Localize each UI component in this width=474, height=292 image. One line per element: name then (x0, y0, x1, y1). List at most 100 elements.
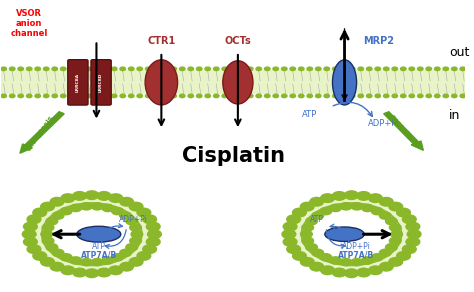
Circle shape (392, 94, 398, 98)
FancyArrow shape (383, 112, 423, 150)
Circle shape (130, 224, 141, 231)
Circle shape (24, 237, 37, 246)
Circle shape (70, 204, 82, 212)
Circle shape (351, 203, 363, 210)
Circle shape (188, 67, 193, 71)
Circle shape (316, 67, 321, 71)
Circle shape (196, 67, 202, 71)
Circle shape (137, 252, 151, 260)
Circle shape (264, 94, 270, 98)
Circle shape (239, 67, 245, 71)
Circle shape (401, 67, 406, 71)
Circle shape (44, 67, 49, 71)
Circle shape (301, 231, 312, 238)
Circle shape (264, 67, 270, 71)
Circle shape (163, 67, 168, 71)
Circle shape (290, 94, 295, 98)
Circle shape (52, 67, 57, 71)
Circle shape (312, 249, 324, 256)
Circle shape (391, 231, 402, 238)
Circle shape (287, 215, 301, 224)
Text: ATP: ATP (92, 242, 106, 251)
Circle shape (143, 245, 156, 253)
Circle shape (126, 244, 137, 251)
Circle shape (213, 67, 219, 71)
Circle shape (357, 192, 371, 200)
Circle shape (85, 191, 99, 199)
Circle shape (61, 266, 75, 274)
Ellipse shape (325, 227, 364, 241)
Circle shape (35, 94, 40, 98)
Circle shape (102, 204, 114, 212)
Circle shape (349, 94, 355, 98)
Circle shape (301, 258, 314, 266)
Circle shape (379, 197, 393, 206)
Circle shape (60, 207, 72, 215)
Circle shape (256, 67, 262, 71)
Circle shape (385, 244, 397, 251)
Circle shape (109, 194, 123, 202)
Ellipse shape (145, 60, 178, 105)
Circle shape (143, 215, 156, 224)
Circle shape (94, 94, 100, 98)
Circle shape (385, 218, 397, 225)
Text: Cisplatin: Cisplatin (182, 146, 285, 166)
Circle shape (146, 94, 151, 98)
Circle shape (383, 94, 389, 98)
Circle shape (102, 257, 114, 264)
Circle shape (27, 215, 41, 224)
Text: ADP+Pi: ADP+Pi (119, 215, 148, 224)
Circle shape (401, 94, 406, 98)
Circle shape (69, 67, 74, 71)
Circle shape (390, 224, 401, 231)
Circle shape (103, 94, 109, 98)
Circle shape (397, 252, 410, 260)
Circle shape (91, 258, 103, 266)
Circle shape (375, 67, 381, 71)
Circle shape (375, 94, 381, 98)
Circle shape (50, 263, 64, 271)
Circle shape (97, 192, 111, 200)
Circle shape (230, 94, 236, 98)
Circle shape (27, 94, 32, 98)
Circle shape (324, 67, 329, 71)
Circle shape (147, 230, 161, 239)
Text: ATP: ATP (302, 110, 318, 119)
Circle shape (358, 67, 364, 71)
Circle shape (239, 94, 245, 98)
Circle shape (302, 237, 314, 245)
Circle shape (22, 230, 36, 239)
Circle shape (120, 197, 134, 206)
Circle shape (120, 212, 131, 219)
Circle shape (329, 257, 341, 264)
Circle shape (389, 258, 402, 266)
Circle shape (146, 237, 160, 246)
Circle shape (299, 67, 304, 71)
Circle shape (61, 194, 75, 202)
Circle shape (70, 257, 82, 264)
Circle shape (282, 94, 287, 98)
Circle shape (320, 266, 335, 274)
Circle shape (188, 94, 193, 98)
Circle shape (120, 94, 126, 98)
Circle shape (397, 208, 410, 217)
Circle shape (316, 94, 321, 98)
Circle shape (289, 195, 414, 273)
Circle shape (42, 237, 54, 245)
Circle shape (69, 94, 74, 98)
Circle shape (196, 94, 202, 98)
Circle shape (46, 244, 58, 251)
Circle shape (171, 94, 176, 98)
Circle shape (282, 230, 296, 239)
Circle shape (406, 237, 420, 246)
Circle shape (302, 224, 314, 231)
Circle shape (97, 268, 111, 277)
Circle shape (320, 207, 332, 215)
Circle shape (46, 218, 58, 225)
Bar (1, 70, 465, 94)
Circle shape (435, 94, 440, 98)
Circle shape (154, 94, 160, 98)
Circle shape (371, 254, 383, 261)
Circle shape (24, 222, 37, 231)
Text: OCTs: OCTs (225, 36, 251, 46)
